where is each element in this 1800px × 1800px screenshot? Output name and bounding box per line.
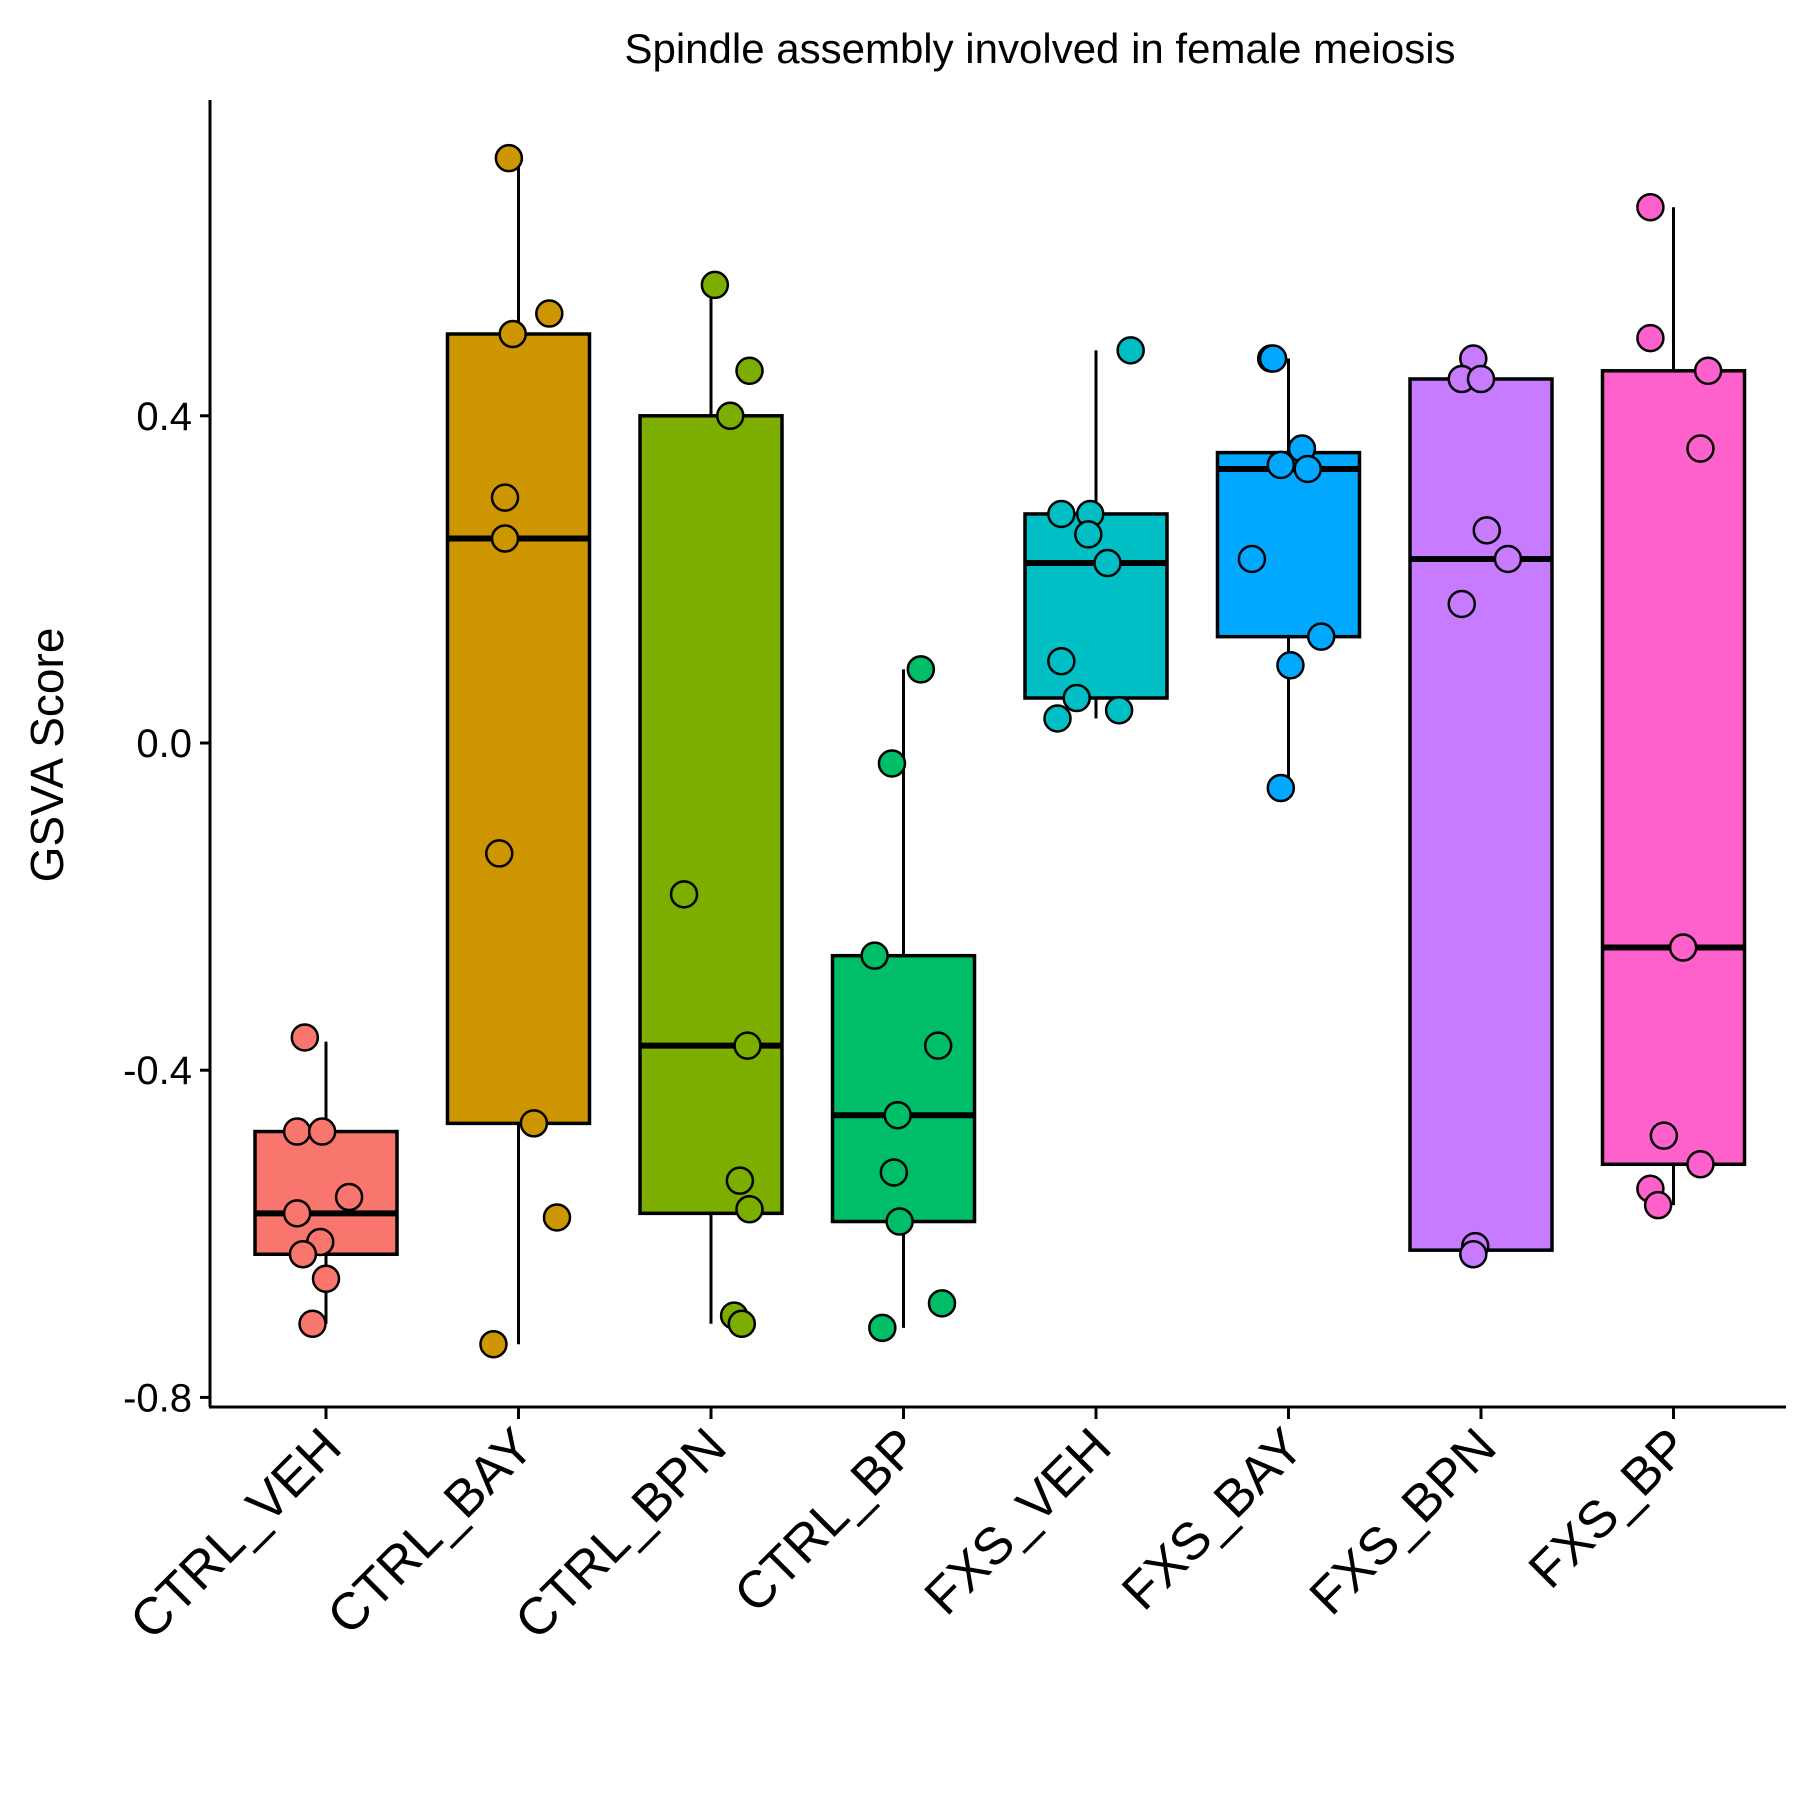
box-body: [1215, 450, 1362, 639]
data-point: [1047, 646, 1076, 676]
y-tick-label: -0.4: [123, 1049, 192, 1093]
plot-area: [253, 143, 1747, 1359]
data-point: [669, 880, 699, 909]
data-point: [725, 1166, 755, 1195]
data-point: [1047, 499, 1076, 529]
x-tick-label: FXS_BAY: [1111, 1417, 1315, 1621]
data-point: [1466, 364, 1496, 394]
data-point: [1062, 683, 1091, 713]
data-point: [735, 1195, 764, 1224]
data-point: [1636, 192, 1665, 222]
data-point: [290, 1023, 320, 1052]
points-fxs-bpn: [1447, 344, 1523, 1269]
data-point: [1636, 323, 1665, 353]
data-point: [311, 1264, 341, 1294]
box-ctrl-bay: [445, 158, 592, 1345]
points-fxs-bp: [1636, 192, 1723, 1220]
data-point: [535, 299, 564, 328]
x-tick-label: FXS_BP: [1518, 1417, 1700, 1599]
data-point: [1093, 548, 1122, 578]
data-point: [877, 749, 907, 778]
data-point: [485, 839, 514, 868]
y-tick-label: 0.0: [136, 722, 192, 766]
data-point: [1074, 520, 1103, 549]
box-ctrl-bpn: [638, 284, 784, 1324]
box-body: [445, 332, 592, 1126]
points-fxs-bay: [1237, 344, 1336, 803]
data-point: [735, 356, 764, 386]
box-fxs-bay: [1215, 358, 1362, 788]
y-tick-label: 0.4: [136, 395, 192, 439]
box-body: [1600, 369, 1747, 1167]
points-ctrl-bp: [860, 655, 957, 1343]
x-tick-label: FXS_VEH: [914, 1417, 1123, 1626]
data-point: [519, 1109, 549, 1138]
y-tick-label: -0.8: [123, 1376, 192, 1420]
points-ctrl-veh: [282, 1023, 364, 1339]
data-point: [927, 1289, 957, 1318]
data-point: [1447, 589, 1476, 619]
box-body: [638, 414, 784, 1216]
data-point: [542, 1203, 572, 1232]
box-body: [1408, 377, 1554, 1252]
data-point: [868, 1313, 897, 1343]
data-point: [288, 1240, 318, 1269]
data-point: [923, 1031, 953, 1060]
data-point: [1493, 544, 1523, 574]
data-point: [1104, 696, 1134, 725]
y-axis-label: GSVA Score: [21, 628, 73, 883]
data-point: [700, 270, 730, 300]
data-point: [1266, 773, 1296, 803]
data-point: [282, 1199, 312, 1228]
data-point: [1293, 454, 1322, 484]
data-point: [733, 1031, 762, 1060]
box-fxs-bp: [1600, 207, 1747, 1206]
data-point: [479, 1329, 508, 1359]
data-point: [298, 1309, 327, 1339]
data-point: [1686, 1150, 1715, 1179]
data-point: [1258, 344, 1288, 373]
data-point: [1276, 651, 1305, 680]
x-tick-label: CTRL_BPN: [504, 1417, 737, 1650]
data-point: [494, 143, 524, 173]
data-point: [1472, 516, 1502, 545]
x-tick-label: CTRL_BP: [723, 1417, 930, 1624]
x-tick-label: CTRL_VEH: [119, 1417, 352, 1650]
data-point: [716, 401, 745, 431]
data-point: [1693, 356, 1723, 386]
data-point: [1459, 1240, 1488, 1269]
data-point: [1643, 1190, 1673, 1220]
data-point: [1306, 622, 1336, 651]
data-point: [727, 1309, 757, 1339]
chart-title: Spindle assembly involved in female meio…: [624, 25, 1455, 72]
data-point: [1237, 544, 1267, 574]
data-point: [1116, 336, 1145, 365]
points-ctrl-bpn: [669, 270, 764, 1339]
data-point: [490, 483, 520, 512]
box-fxs-bpn: [1408, 358, 1554, 1252]
data-point: [1266, 450, 1296, 480]
data-point: [1668, 933, 1698, 962]
data-point: [282, 1117, 312, 1146]
data-point: [860, 941, 889, 970]
data-point: [498, 319, 527, 349]
data-point: [307, 1117, 337, 1146]
data-point: [885, 1207, 914, 1236]
points-fxs-veh: [1043, 336, 1145, 733]
data-point: [334, 1182, 364, 1212]
data-point: [906, 655, 936, 684]
x-tick-label: FXS_BPN: [1299, 1417, 1508, 1626]
data-point: [1686, 434, 1715, 463]
data-point: [1043, 704, 1072, 733]
data-point: [1649, 1121, 1679, 1150]
points-ctrl-bay: [479, 143, 572, 1359]
data-point: [879, 1158, 909, 1187]
data-point: [490, 524, 520, 553]
data-point: [883, 1100, 912, 1130]
